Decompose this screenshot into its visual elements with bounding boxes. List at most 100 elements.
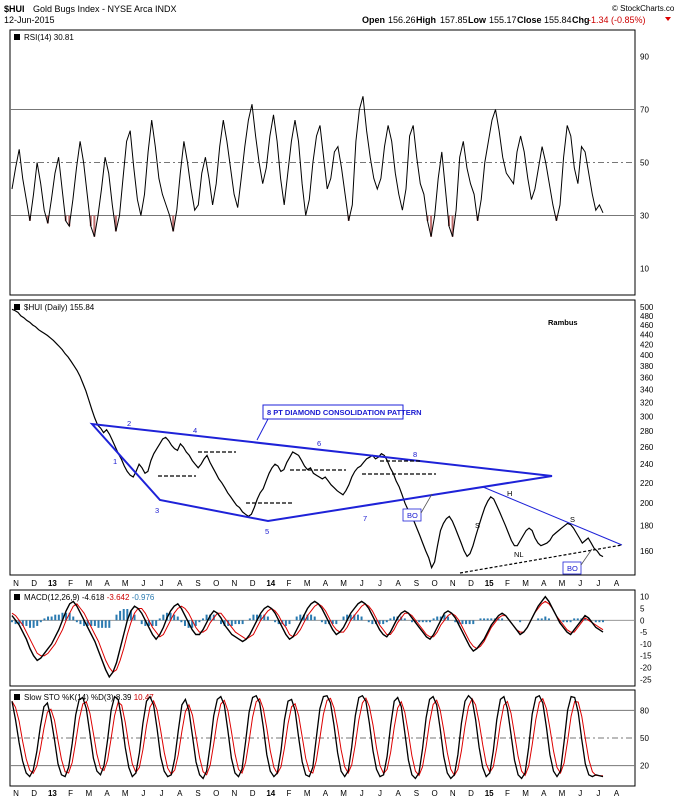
x-axis-label: 14 <box>266 789 275 798</box>
x-axis-label: A <box>396 789 402 798</box>
point-1: 1 <box>113 457 117 466</box>
point-8: 8 <box>413 450 417 459</box>
macd-tick-label: 5 <box>640 605 645 614</box>
macd-tick-label: 10 <box>640 593 649 602</box>
x-axis-label: J <box>160 579 164 588</box>
x-axis-label: A <box>614 789 620 798</box>
x-axis-label: M <box>122 579 129 588</box>
x-axis-label: N <box>13 789 19 798</box>
macd-tick-label: 0 <box>640 616 645 625</box>
point-3: 3 <box>155 506 159 515</box>
price-tick-label: 220 <box>640 479 654 488</box>
open-value: 156.26 <box>388 15 416 25</box>
left-shoulder-label: S <box>475 521 480 530</box>
sto-d-line <box>11 697 603 777</box>
x-axis-label: O <box>213 579 219 588</box>
point-6: 6 <box>317 439 321 448</box>
close-label: Close <box>517 15 542 25</box>
sto-tick-label: 50 <box>640 734 649 743</box>
breakout-pointer-1 <box>420 493 433 514</box>
header-date: 12-Jun-2015 <box>4 15 55 25</box>
x-axis-lower: N D 13 F M A M J J A S O N D 14 F M A M J J A S O N D 15 F M A M J J A <box>13 789 620 798</box>
sto-marker-icon <box>14 694 20 700</box>
price-tick-label: 460 <box>640 321 654 330</box>
x-axis-label: N <box>450 789 456 798</box>
rsi-tick-label: 30 <box>640 212 649 221</box>
macd-tick-label: -10 <box>640 640 652 649</box>
x-axis-label: J <box>141 789 145 798</box>
price-tick-label: 240 <box>640 460 654 469</box>
x-axis-label: M <box>522 579 529 588</box>
author-label: Rambus <box>548 318 578 327</box>
chart-header: $HUI Gold Bugs Index - NYSE Arca INDX 12… <box>4 4 674 25</box>
x-axis-label: F <box>68 789 73 798</box>
sto-series: 80 50 20 <box>10 694 649 780</box>
price-tick-label: 260 <box>640 443 654 452</box>
down-arrow-icon <box>665 17 671 21</box>
x-axis-label: M <box>340 579 347 588</box>
x-axis-label: A <box>541 789 547 798</box>
x-axis-label: 14 <box>266 579 275 588</box>
price-tick-label: 480 <box>640 312 654 321</box>
watermark: © StockCharts.com <box>612 4 674 13</box>
x-axis-upper: N D 13 F M A M J J A S O N D 14 F M A M J J A S O N D 15 F M A M J J A <box>13 579 620 588</box>
x-axis-label: J <box>141 579 145 588</box>
price-tick-label: 380 <box>640 362 654 371</box>
macd-title-text: MACD(12,26,9) -4.618 -3.642 -0.976 <box>24 593 155 602</box>
x-axis-label: F <box>68 579 73 588</box>
x-axis-label: D <box>250 789 256 798</box>
sto-k-line <box>11 694 604 780</box>
low-label: Low <box>468 15 487 25</box>
x-axis-label: F <box>505 789 510 798</box>
x-axis-label: M <box>85 789 92 798</box>
x-axis-label: M <box>304 789 311 798</box>
neckline-label: NL <box>514 550 524 559</box>
price-tick-label: 180 <box>640 522 654 531</box>
breakout-label-2: BO <box>567 564 578 573</box>
x-axis-label: 15 <box>485 579 494 588</box>
x-axis-label: A <box>104 579 110 588</box>
x-axis-label: M <box>559 579 566 588</box>
macd-marker-icon <box>14 594 20 600</box>
x-axis-label: A <box>614 579 620 588</box>
head-label: H <box>507 489 512 498</box>
price-tick-label: 400 <box>640 351 654 360</box>
x-axis-label: A <box>104 789 110 798</box>
macd-series: 10 5 0 -5 -10 -15 -20 -25 <box>10 593 652 684</box>
x-axis-label: M <box>122 789 129 798</box>
close-value: 155.84 <box>544 15 572 25</box>
point-4: 4 <box>193 426 197 435</box>
macd-tick-label: -25 <box>640 675 652 684</box>
rsi-tick-label: 70 <box>640 106 649 115</box>
x-axis-label: S <box>414 579 419 588</box>
pattern-label-box <box>262 404 404 420</box>
pattern-label: 8 PT DIAMOND CONSOLIDATION PATTERN <box>267 408 422 417</box>
rsi-tick-label: 10 <box>640 265 649 274</box>
x-axis-label: M <box>85 579 92 588</box>
x-axis-label: J <box>360 789 364 798</box>
x-axis-label: M <box>340 789 347 798</box>
price-tick-label: 360 <box>640 373 654 382</box>
x-axis-label: M <box>522 789 529 798</box>
x-axis-label: J <box>360 579 364 588</box>
price-marker-icon <box>14 304 20 310</box>
x-axis-label: M <box>304 579 311 588</box>
high-value: 157.85 <box>440 15 468 25</box>
breakout-box-2 <box>562 561 582 575</box>
chg-label: Chg <box>572 15 590 25</box>
price-tick-label: 500 <box>640 303 654 312</box>
price-tick-label: 280 <box>640 427 654 436</box>
neckline <box>459 544 623 574</box>
x-axis-label: S <box>195 579 200 588</box>
x-axis-label: N <box>232 579 238 588</box>
point-2: 2 <box>127 419 131 428</box>
price-title: $HUI (Daily) 155.84 <box>14 303 95 312</box>
price-tick-label: 300 <box>640 412 654 421</box>
macd-tick-label: -15 <box>640 652 652 661</box>
x-axis-label: A <box>396 579 402 588</box>
x-axis-label: F <box>505 579 510 588</box>
rsi-series: 90 70 50 30 10 <box>10 53 649 274</box>
rsi-tick-label: 90 <box>640 53 649 62</box>
header-name: Gold Bugs Index - NYSE Arca INDX <box>33 4 177 14</box>
